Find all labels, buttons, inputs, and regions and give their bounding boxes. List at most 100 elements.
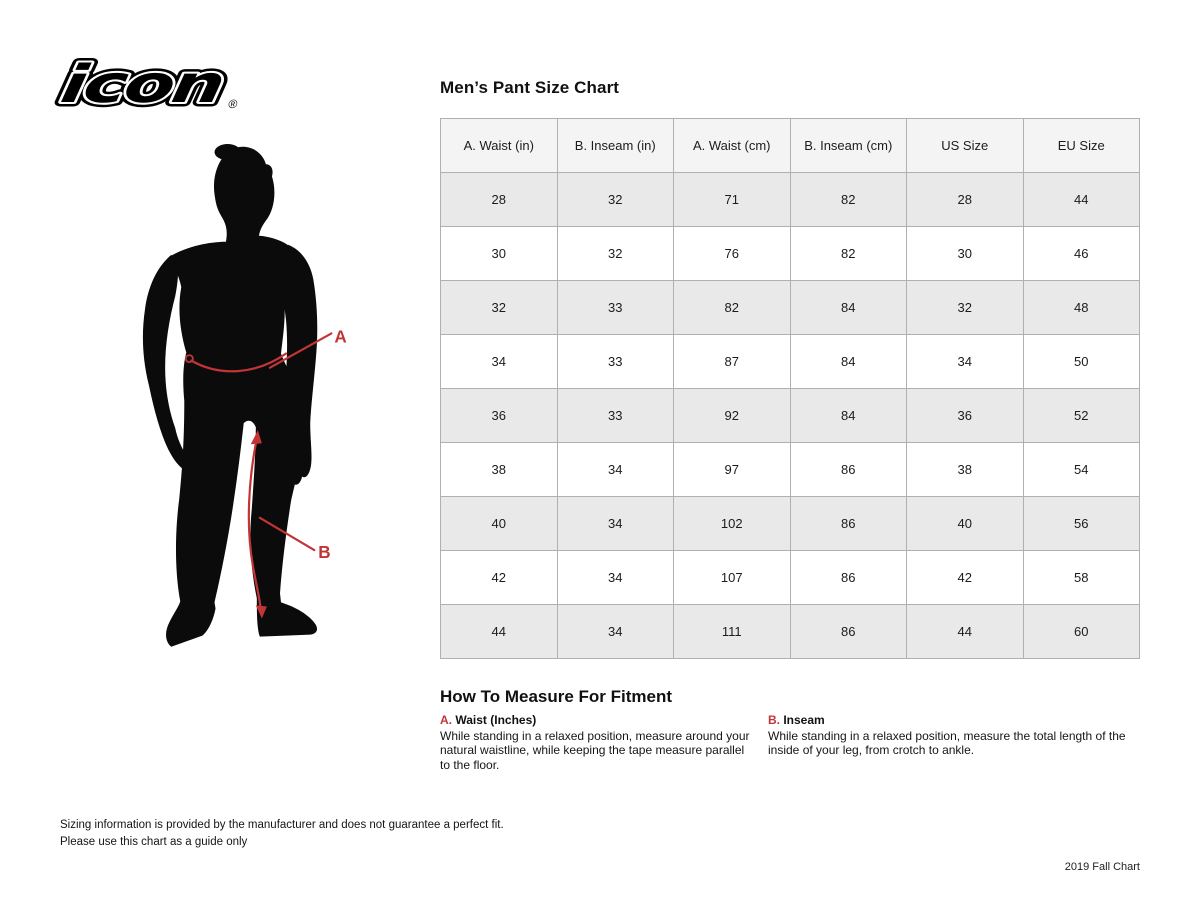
size-table-head-row: A. Waist (in) B. Inseam (in) A. Waist (cm)… — [440, 118, 1140, 173]
silhouette-left-arm — [142, 254, 190, 471]
measure-item-inseam-name: Inseam — [783, 713, 825, 727]
silhouette-head — [213, 146, 275, 248]
size-cell: 86 — [789, 496, 907, 551]
size-cell: 34 — [906, 334, 1024, 389]
silhouette-hair — [214, 144, 241, 161]
registered-mark: ® — [227, 97, 238, 111]
size-cell: 44 — [906, 604, 1024, 659]
size-cell: 30 — [440, 226, 558, 281]
waist-pointer-line — [268, 332, 333, 369]
column-header: EU Size — [1022, 118, 1140, 173]
size-cell: 33 — [556, 334, 674, 389]
measure-item-waist-name: Waist (Inches) — [455, 713, 537, 727]
table-row: 28 32 71 82 28 44 — [440, 172, 1140, 227]
size-table-body: 28 32 71 82 28 44 30 32 76 82 30 46 32 33 82 84 32 48 34 33… — [440, 172, 1140, 659]
size-cell: 97 — [673, 442, 791, 497]
sizing-disclaimer-line2: Please use this chart as a guide only — [60, 835, 248, 848]
measure-item-waist-text: While standing in a relaxed position, me… — [440, 728, 750, 772]
table-row: 32 33 82 84 32 48 — [440, 280, 1140, 335]
silhouette-right-arm — [274, 244, 318, 485]
measure-item-inseam: B. Inseam While standing in a relaxed po… — [768, 713, 1146, 758]
size-cell: 50 — [1022, 334, 1140, 389]
size-cell: 102 — [673, 496, 791, 551]
size-cell: 52 — [1022, 388, 1140, 443]
size-cell: 86 — [789, 442, 907, 497]
size-cell: 46 — [1022, 226, 1140, 281]
column-header: B. Inseam (in) — [556, 118, 674, 173]
logo-wordmark: icon icon icon ® — [52, 50, 239, 119]
inseam-pointer-line — [258, 516, 316, 552]
column-header: B. Inseam (cm) — [789, 118, 907, 173]
sizing-disclaimer: Sizing information is provided by the ma… — [60, 817, 504, 850]
measure-item-waist-prefix: A. — [440, 713, 452, 727]
size-cell: 28 — [440, 172, 558, 227]
male-silhouette-figure: A B — [142, 144, 347, 647]
size-cell: 34 — [556, 496, 674, 551]
column-header: A. Waist (in) — [440, 118, 558, 173]
size-cell: 33 — [556, 280, 674, 335]
size-cell: 34 — [556, 604, 674, 659]
size-cell: 84 — [789, 388, 907, 443]
size-cell: 38 — [906, 442, 1024, 497]
size-cell: 54 — [1022, 442, 1140, 497]
sizing-disclaimer-line1: Sizing information is provided by the ma… — [60, 819, 504, 831]
table-row: 36 33 92 84 36 52 — [440, 388, 1140, 443]
inseam-arrow-up — [250, 430, 262, 445]
size-cell: 82 — [789, 172, 907, 227]
measure-item-waist-title: A. Waist (Inches) — [440, 713, 752, 728]
size-cell: 40 — [906, 496, 1024, 551]
size-cell: 87 — [673, 334, 791, 389]
size-cell: 32 — [556, 172, 674, 227]
column-header: A. Waist (cm) — [673, 118, 791, 173]
measure-item-waist: A. Waist (Inches) While standing in a re… — [440, 713, 752, 773]
size-cell: 58 — [1022, 550, 1140, 605]
size-cell: 84 — [789, 334, 907, 389]
size-cell: 84 — [789, 280, 907, 335]
waist-label-a: A — [334, 328, 346, 347]
edition-label: 2019 Fall Chart — [1064, 861, 1140, 873]
size-cell: 34 — [556, 550, 674, 605]
size-cell: 34 — [440, 334, 558, 389]
size-cell: 111 — [673, 604, 791, 659]
table-row: 30 32 76 82 30 46 — [440, 226, 1140, 281]
page-title: Men’s Pant Size Chart — [440, 78, 620, 97]
size-cell: 30 — [906, 226, 1024, 281]
size-cell: 107 — [673, 550, 791, 605]
measure-item-inseam-text: While standing in a relaxed position, me… — [768, 728, 1126, 758]
table-row: 44 34 111 86 44 60 — [440, 604, 1140, 659]
size-cell: 42 — [440, 550, 558, 605]
size-cell: 76 — [673, 226, 791, 281]
size-cell: 86 — [789, 604, 907, 659]
svg-text:icon: icon — [57, 54, 228, 115]
waist-tape-loop — [184, 354, 194, 364]
size-cell: 40 — [440, 496, 558, 551]
size-cell: 86 — [789, 550, 907, 605]
inseam-label-b: B — [318, 543, 330, 562]
size-cell: 60 — [1022, 604, 1140, 659]
measure-section-heading: How To Measure For Fitment — [440, 687, 673, 706]
size-cell: 32 — [906, 280, 1024, 335]
size-cell: 82 — [789, 226, 907, 281]
size-cell: 33 — [556, 388, 674, 443]
size-table: A. Waist (in) B. Inseam (in) A. Waist (cm)… — [440, 118, 1140, 659]
waist-measure-annotation — [184, 332, 333, 373]
size-table-head: A. Waist (in) B. Inseam (in) A. Waist (cm)… — [440, 118, 1140, 173]
icon-brand-logo: icon icon icon ® — [52, 50, 239, 119]
svg-text:icon: icon — [57, 54, 228, 115]
size-cell: 36 — [440, 388, 558, 443]
size-cell: 32 — [556, 226, 674, 281]
size-cell: 44 — [1022, 172, 1140, 227]
size-cell: 92 — [673, 388, 791, 443]
inseam-tape-line — [247, 437, 262, 612]
inseam-arrow-down — [255, 605, 267, 619]
table-row: 38 34 97 86 38 54 — [440, 442, 1140, 497]
size-cell: 34 — [556, 442, 674, 497]
measure-item-inseam-title: B. Inseam — [768, 713, 1146, 728]
size-cell: 28 — [906, 172, 1024, 227]
size-cell: 82 — [673, 280, 791, 335]
silhouette-body — [166, 235, 318, 647]
waist-tape-line — [190, 352, 288, 373]
size-cell: 71 — [673, 172, 791, 227]
size-cell: 56 — [1022, 496, 1140, 551]
